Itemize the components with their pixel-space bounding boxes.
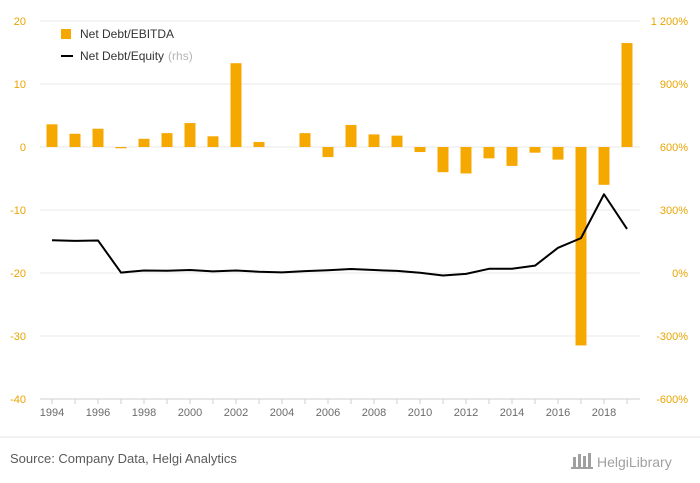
y-right-tick-label: -600%	[656, 394, 688, 406]
y-left-tick-label: -20	[10, 268, 26, 280]
line-net-debt-equity	[51, 193, 628, 277]
x-tick-label: 2004	[270, 407, 294, 419]
y-right-tick-label: 300%	[660, 205, 688, 217]
bar-2019	[621, 43, 633, 147]
bar-1997	[115, 147, 127, 149]
grid-lines	[40, 20, 640, 337]
logo-text: HelgiLibrary	[597, 454, 672, 470]
bar-2007	[345, 124, 357, 147]
y-right-tick-label: 0%	[672, 268, 688, 280]
line-series	[51, 193, 628, 277]
bar-2018	[598, 147, 610, 185]
bar-1994	[46, 124, 58, 147]
y-right-tick-label: 1 200%	[651, 16, 689, 28]
y-left-tick-label: 10	[14, 79, 26, 91]
x-tick-label: 1994	[40, 407, 64, 419]
bar-2009	[391, 135, 403, 147]
bar-2006	[322, 147, 334, 158]
x-tick-label: 2012	[454, 407, 478, 419]
legend-label-bar: Net Debt/EBITDA	[80, 27, 174, 41]
x-tick-label: 1996	[86, 407, 110, 419]
legend-swatch-bar	[61, 29, 71, 39]
x-tick-label: 2018	[592, 407, 616, 419]
source-text: Source: Company Data, Helgi Analytics	[10, 451, 237, 466]
x-tick-label: 2000	[178, 407, 202, 419]
x-tick-label: 2010	[408, 407, 432, 419]
bar-1998	[138, 138, 150, 147]
bar-2002	[230, 63, 242, 147]
helgi-logo: HelgiLibrary	[571, 453, 672, 470]
bar-2005	[299, 133, 311, 147]
x-tick-label: 2016	[546, 407, 570, 419]
bar-2015	[529, 147, 541, 153]
x-tick-label: 1998	[132, 407, 156, 419]
bar-series	[46, 43, 633, 346]
bar-1999	[161, 133, 173, 147]
bar-2010	[414, 147, 426, 153]
y-right-tick-label: -300%	[656, 331, 688, 343]
y-left-tick-label: -30	[10, 331, 26, 343]
legend-label-line-suffix: (rhs)	[168, 49, 193, 63]
bar-2001	[207, 136, 219, 147]
bar-2000	[184, 123, 196, 147]
bar-2012	[460, 147, 472, 174]
bar-2008	[368, 134, 380, 147]
bar-2013	[483, 147, 495, 159]
bar-2016	[552, 147, 564, 160]
y-right-tick-label: 600%	[660, 142, 688, 154]
bar-2014	[506, 147, 518, 166]
bar-1995	[69, 133, 81, 147]
x-tick-label: 2002	[224, 407, 248, 419]
y-left-tick-label: -40	[10, 394, 26, 406]
bar-2011	[437, 147, 449, 173]
y-left-tick-label: 0	[20, 142, 26, 154]
bar-1996	[92, 128, 104, 147]
x-tick-label: 2006	[316, 407, 340, 419]
legend-label-line-name: Net Debt/Equity	[80, 49, 164, 63]
bar-2017	[575, 147, 587, 346]
x-tick-label: 2008	[362, 407, 386, 419]
legend: Net Debt/EBITDA Net Debt/Equity (rhs)	[61, 27, 193, 63]
x-tick-label: 2014	[500, 407, 524, 419]
bar-2003	[253, 141, 265, 147]
y-left-tick-label: -10	[10, 205, 26, 217]
y-right-tick-label: 900%	[660, 79, 688, 91]
library-icon	[571, 453, 593, 469]
y-left-tick-label: 20	[14, 16, 26, 28]
legend-label-line: Net Debt/Equity (rhs)	[80, 49, 193, 63]
